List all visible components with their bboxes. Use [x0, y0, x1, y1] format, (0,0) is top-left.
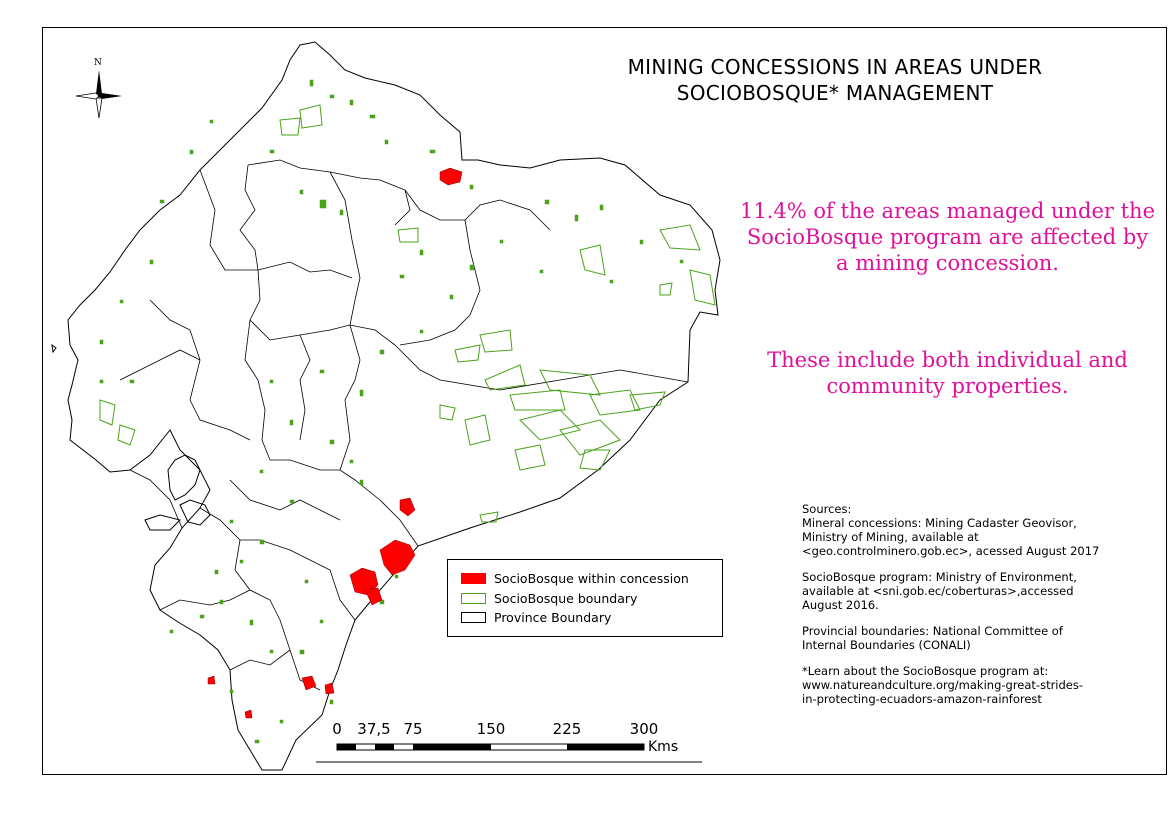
sociobosque-swatch-icon: [461, 592, 486, 604]
province-boundaries: [119, 159, 689, 691]
sources-prov-2: Internal Boundaries (CONALI): [802, 638, 971, 652]
sources-mineral-2: Ministry of Mining, available at: [802, 530, 979, 544]
property-types-annotation: These include both individual and commun…: [720, 347, 1169, 399]
concession-swatch-icon: [461, 572, 486, 584]
legend-label-concession: SocioBosque within concession: [494, 570, 689, 586]
title-line-2: SOCIOBOSQUE* MANAGEMENT: [676, 81, 994, 105]
legend-item-province: Province Boundary: [461, 609, 611, 625]
legend-item-concession: SocioBosque within concession: [461, 570, 689, 586]
sources-learn-2: www.natureandculture.org/making-great-st…: [802, 678, 1084, 692]
note-line-1: These include both individual and: [767, 348, 1128, 372]
title-line-1: MINING CONCESSIONS IN AREAS UNDER: [627, 55, 1043, 79]
stat-line-1: 11.4% of the areas managed under the: [740, 199, 1155, 223]
scale-bar-graphic: [316, 743, 702, 763]
legend-item-sociobosque: SocioBosque boundary: [461, 590, 637, 606]
scale-label: 300: [629, 720, 659, 738]
sources-socio-1: SocioBosque program: Ministry of Environ…: [802, 570, 1077, 584]
sociobosque-patches: [99, 79, 684, 744]
scale-label: 225: [552, 720, 582, 738]
sources-socio-3: August 2016.: [802, 598, 879, 612]
sources-socio-2: available at <sni.gob.ec/coberturas>,acc…: [802, 584, 1074, 598]
sources-learn-3: in-protecting-ecuadors-amazon-rainforest: [802, 692, 1042, 706]
sources-mineral-1: Mineral concessions: Mining Cadaster Geo…: [802, 516, 1077, 530]
sources-prov-1: Provincial boundaries: National Committe…: [802, 624, 1063, 638]
north-arrow-icon: N: [74, 58, 124, 120]
scale-label: 150: [476, 720, 506, 738]
province-swatch-icon: [461, 611, 486, 623]
sources-learn-1: *Learn about the SocioBosque program at:: [802, 664, 1049, 678]
legend-label-sociobosque: SocioBosque boundary: [494, 590, 638, 606]
scale-label: 0: [332, 720, 342, 738]
stat-line-2: SocioBosque program are affected by: [746, 225, 1149, 249]
sources-mineral: Sources: Mineral concessions: Mining Cad…: [802, 502, 1162, 558]
sources-sociobosque: SocioBosque program: Ministry of Environ…: [802, 570, 1162, 612]
scale-unit: Kms: [648, 739, 679, 755]
note-line-2: community properties.: [826, 374, 1069, 398]
sociobosque-boundaries: [99, 104, 716, 523]
stat-line-3: a mining concession.: [836, 251, 1059, 275]
sources-mineral-3: <geo.controlminero.gob.ec>, acessed Augu…: [802, 544, 1100, 558]
sources-provinces: Provincial boundaries: National Committe…: [802, 624, 1162, 652]
country-outline: [67, 41, 721, 771]
sources-learn-more: *Learn about the SocioBosque program at:…: [802, 664, 1162, 706]
gulf-islands: [51, 343, 211, 531]
legend-label-province: Province Boundary: [494, 609, 612, 625]
scale-label: 75: [403, 720, 423, 738]
map-legend: SocioBosque within concession SocioBosqu…: [447, 559, 723, 637]
concession-areas: [207, 167, 463, 719]
scale-bar: 0 37,5 75 150 225 300 Kms: [316, 718, 716, 768]
sources-block: Sources: Mineral concessions: Mining Cad…: [802, 502, 1162, 718]
affected-stat-annotation: 11.4% of the areas managed under the Soc…: [720, 198, 1169, 276]
scale-label: 37,5: [357, 720, 391, 738]
compass-label: N: [94, 58, 102, 68]
sources-heading: Sources:: [802, 502, 852, 516]
map-title: MINING CONCESSIONS IN AREAS UNDER SOCIOB…: [560, 54, 1110, 106]
